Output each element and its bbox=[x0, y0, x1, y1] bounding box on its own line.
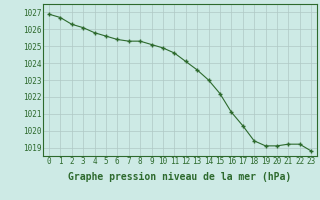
X-axis label: Graphe pression niveau de la mer (hPa): Graphe pression niveau de la mer (hPa) bbox=[68, 172, 292, 182]
